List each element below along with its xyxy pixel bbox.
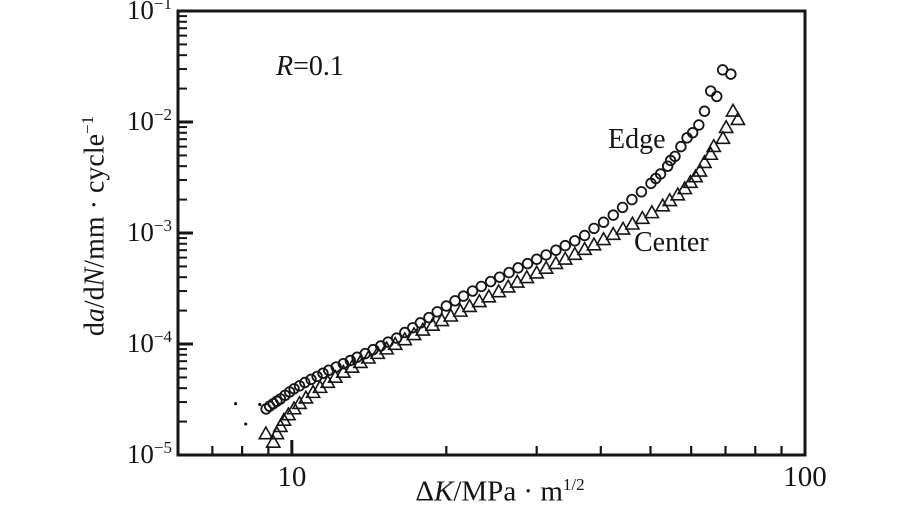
plot-frame — [176, 9, 807, 457]
stress-ratio-annotation: R=0.1 — [276, 53, 344, 81]
x-tick-label: 10 — [277, 461, 307, 493]
y-tick-label: 10−2 — [126, 105, 172, 136]
y-tick-label: 10−5 — [126, 438, 172, 469]
x-tick-label: 100 — [783, 461, 827, 493]
r-symbol: R — [276, 51, 294, 82]
stray-specks — [234, 402, 262, 426]
y-axis-ticks — [179, 9, 193, 457]
r-value: =0.1 — [293, 51, 344, 82]
edge-series-markers — [260, 64, 737, 415]
y-tick-label: 10−4 — [126, 327, 172, 358]
center-series-label: Center — [634, 227, 709, 258]
x-axis-ticks — [211, 440, 807, 454]
x-axis-title: ΔK/MPa · m1/2 — [415, 475, 585, 508]
edge-series-label: Edge — [608, 124, 666, 155]
y-tick-label: 10−3 — [126, 216, 172, 247]
y-tick-label: 10−1 — [126, 0, 172, 25]
